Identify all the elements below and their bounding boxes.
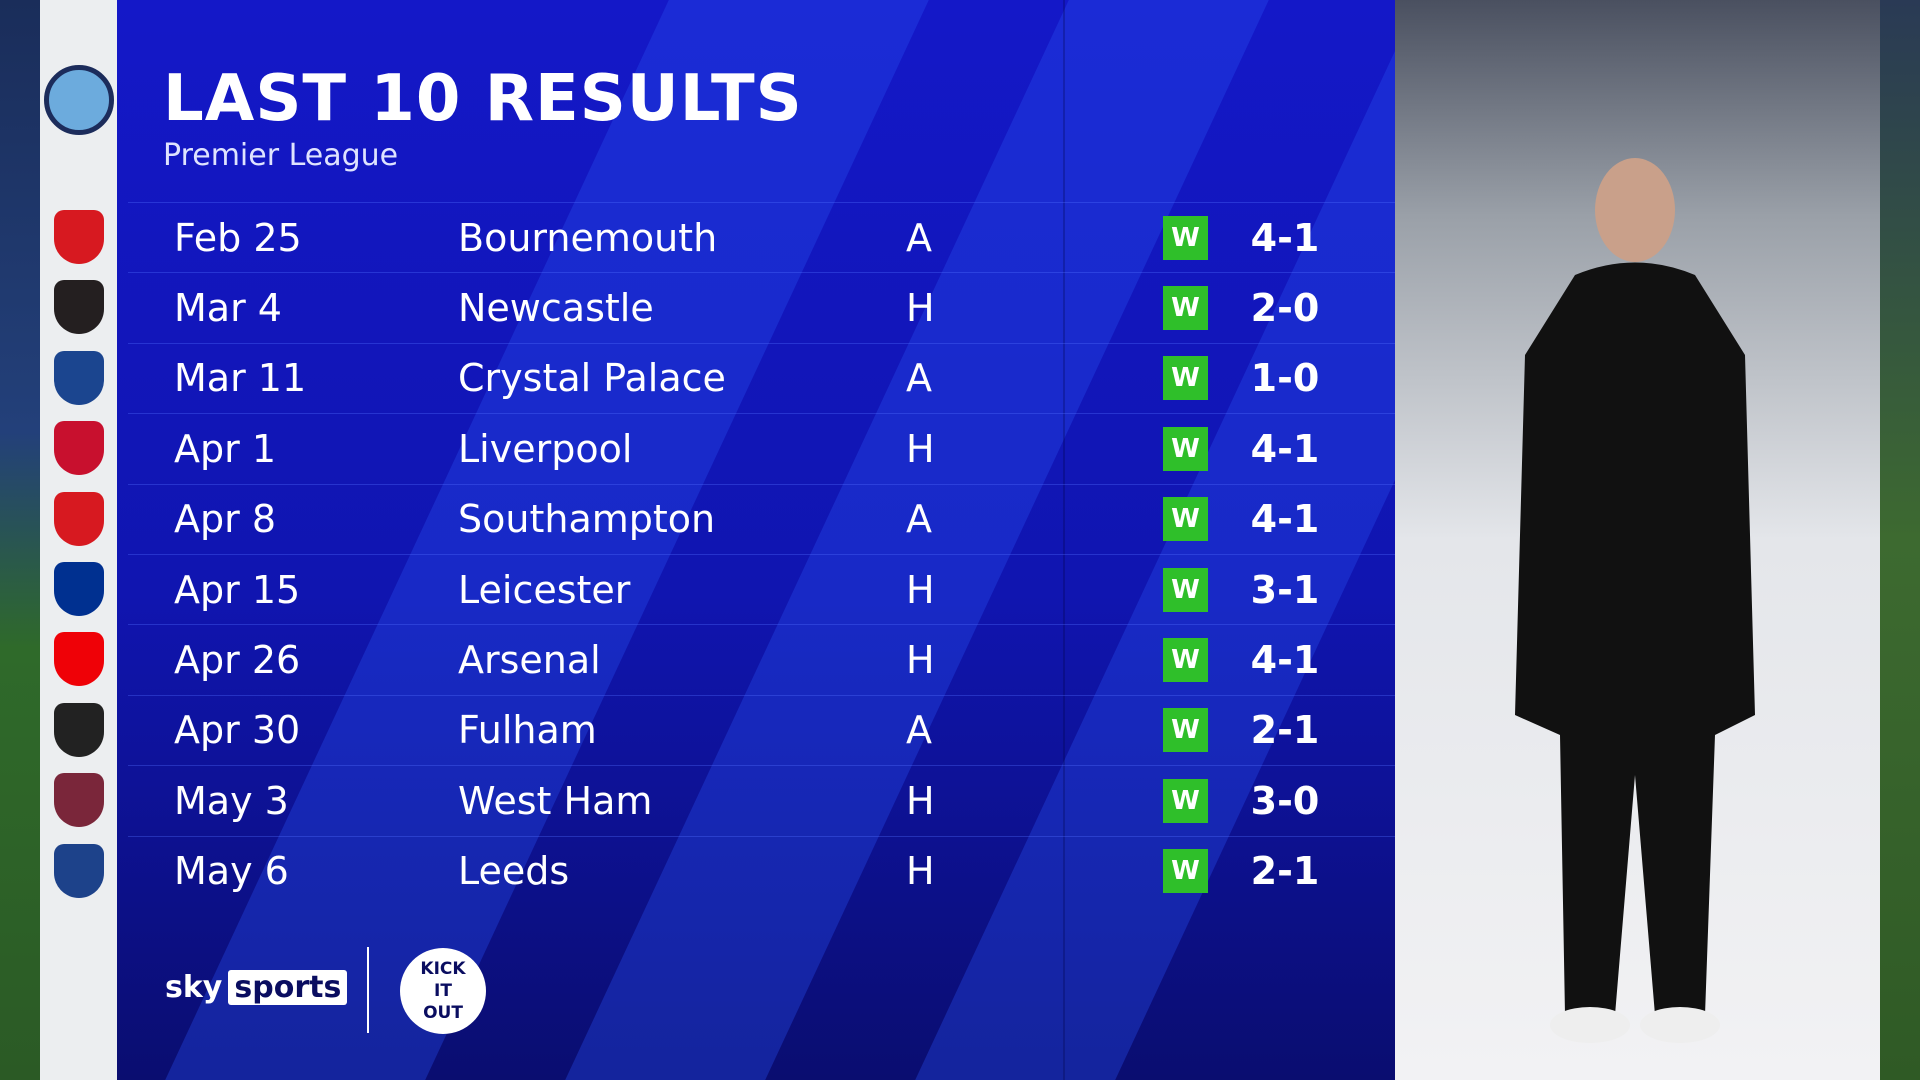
- opponent-crest-icon: [54, 210, 104, 264]
- stadium-background-left: [0, 0, 40, 1080]
- manchester-city-crest-icon: [44, 65, 114, 135]
- opponent-crest-icon: [54, 773, 104, 828]
- venue: H: [906, 567, 935, 612]
- result-row: Mar 4 Newcastle H W 2-0: [128, 272, 1395, 342]
- match-date: Apr 30: [174, 708, 301, 753]
- kick-it-out-logo: KICK IT OUT: [400, 948, 486, 1034]
- result-row: Apr 26 Arsenal H W 4-1: [128, 624, 1395, 694]
- match-date: Apr 8: [174, 497, 276, 542]
- opponent-name: Liverpool: [458, 426, 633, 471]
- page-subtitle: Premier League: [163, 138, 399, 173]
- opponent-name: Crystal Palace: [458, 356, 726, 401]
- result-badge: W: [1163, 637, 1208, 682]
- result-badge: W: [1163, 285, 1208, 330]
- match-date: Feb 25: [174, 215, 302, 260]
- opponent-crest-icon: [54, 491, 104, 546]
- result-badge: W: [1163, 497, 1208, 542]
- score: 4-1: [1250, 637, 1320, 682]
- opponent-name: Fulham: [458, 708, 597, 753]
- score: 2-1: [1250, 708, 1320, 753]
- result-badge: W: [1163, 356, 1208, 401]
- venue: A: [906, 708, 932, 753]
- result-row: May 3 West Ham H W 3-0: [128, 765, 1395, 835]
- venue: A: [906, 497, 932, 542]
- match-date: May 6: [174, 849, 289, 894]
- match-date: May 3: [174, 778, 289, 823]
- manager-figure: [1515, 158, 1755, 1043]
- footer-divider: [367, 947, 369, 1033]
- match-date: Mar 4: [174, 285, 282, 330]
- opponent-name: Southampton: [458, 497, 716, 542]
- result-badge: W: [1163, 215, 1208, 260]
- page-title: LAST 10 RESULTS: [163, 62, 803, 136]
- column-divider: [1063, 0, 1065, 1080]
- match-date: Apr 1: [174, 426, 276, 471]
- result-row: Feb 25 Bournemouth A W 4-1: [128, 202, 1395, 272]
- result-row: Mar 11 Crystal Palace A W 1-0: [128, 342, 1395, 413]
- opponent-crest-icon: [54, 702, 104, 757]
- result-badge: W: [1163, 849, 1208, 894]
- result-badge: W: [1163, 708, 1208, 753]
- opponent-name: West Ham: [458, 778, 653, 823]
- venue: A: [906, 356, 932, 401]
- stadium-background-right: [1880, 0, 1920, 1080]
- score: 4-1: [1250, 426, 1320, 471]
- score: 2-1: [1250, 849, 1320, 894]
- score: 4-1: [1250, 497, 1320, 542]
- score: 3-0: [1250, 778, 1320, 823]
- opponent-crest-icon: [54, 632, 104, 687]
- venue: H: [906, 426, 935, 471]
- match-date: Apr 26: [174, 637, 301, 682]
- venue: H: [906, 285, 935, 330]
- match-date: Apr 15: [174, 567, 301, 612]
- match-date: Mar 11: [174, 356, 307, 401]
- score: 1-0: [1250, 356, 1320, 401]
- result-badge: W: [1163, 426, 1208, 471]
- result-badge: W: [1163, 567, 1208, 612]
- sports-logo-text: sports: [228, 970, 348, 1005]
- opponent-crest-icon: [54, 350, 104, 405]
- result-row: Apr 8 Southampton A W 4-1: [128, 483, 1395, 554]
- result-row: Apr 30 Fulham A W 2-1: [128, 694, 1395, 765]
- opponent-crest-icon: [54, 843, 104, 898]
- venue: H: [906, 849, 935, 894]
- result-row: May 6 Leeds H W 2-1: [128, 835, 1395, 906]
- venue: H: [906, 778, 935, 823]
- opponent-name: Leicester: [458, 567, 631, 612]
- venue: H: [906, 637, 935, 682]
- opponent-name: Leeds: [458, 849, 570, 894]
- opponent-crest-icon: [54, 562, 104, 616]
- venue: A: [906, 215, 932, 260]
- opponent-name: Bournemouth: [458, 215, 718, 260]
- opponent-crest-icon: [54, 280, 104, 335]
- opponent-crest-icon: [54, 421, 104, 476]
- opponent-name: Arsenal: [458, 637, 601, 682]
- score: 2-0: [1250, 285, 1320, 330]
- opponent-name: Newcastle: [458, 285, 654, 330]
- manager-photo: [1395, 0, 1880, 1080]
- score: 4-1: [1250, 215, 1320, 260]
- result-row: Apr 15 Leicester H W 3-1: [128, 554, 1395, 624]
- result-row: Apr 1 Liverpool H W 4-1: [128, 413, 1395, 483]
- sky-sports-logo: sky sports: [165, 970, 348, 1005]
- result-badge: W: [1163, 778, 1208, 823]
- score: 3-1: [1250, 567, 1320, 612]
- sky-logo-text: sky: [165, 970, 223, 1005]
